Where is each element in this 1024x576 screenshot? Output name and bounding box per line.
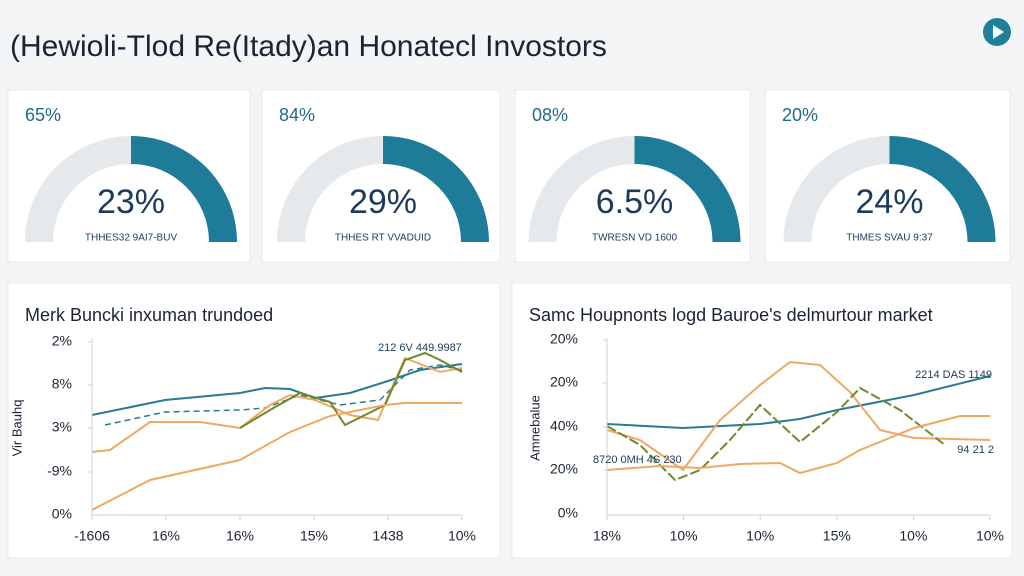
gauge-track bbox=[528, 136, 635, 242]
x-tick-label: 15% bbox=[823, 528, 851, 544]
card-label: 65% bbox=[25, 105, 61, 125]
y-tick-label: 20% bbox=[550, 461, 578, 477]
panel bbox=[511, 282, 1013, 559]
gauge-track bbox=[277, 136, 383, 242]
panel-title: Merk Buncki inxuman trundoed bbox=[25, 305, 273, 325]
cards: 65% 23% THHES32 9AI7-BUV 84% 29% THHES RT VVA… bbox=[7, 89, 1011, 263]
x-tick-label: 16% bbox=[226, 528, 254, 544]
x-tick-label: 10% bbox=[976, 528, 1004, 544]
card-caption: THHES RT VVADUID bbox=[335, 233, 431, 244]
x-tick-label: 10% bbox=[746, 528, 774, 544]
y-tick-label: 2% bbox=[52, 333, 72, 349]
annotation: 2214 DAS 1149 bbox=[915, 369, 992, 381]
x-tick-label: -1606 bbox=[74, 528, 110, 544]
line bbox=[606, 375, 991, 430]
x-tick-label: 10% bbox=[899, 528, 927, 544]
gauge-track bbox=[25, 136, 131, 242]
panels: Merk Buncki inxuman trundoed2%8%3%-9%0%-… bbox=[7, 282, 1013, 559]
card-value: 24% bbox=[855, 183, 923, 221]
line bbox=[606, 386, 946, 482]
page-title: (Hewioli-Tlod Re(Itady)an Honatecl Invos… bbox=[10, 30, 607, 63]
card-label: 84% bbox=[279, 105, 315, 125]
card-caption: THMES SVAU 9:37 bbox=[846, 233, 933, 244]
line bbox=[606, 415, 990, 475]
line bbox=[91, 356, 463, 453]
y-axis-label: Vir Bauhq bbox=[9, 400, 24, 457]
x-tick-label: 1438 bbox=[372, 528, 403, 544]
x-tick-label: 15% bbox=[300, 528, 328, 544]
annotation: 212 6V 449.9987 bbox=[378, 342, 462, 354]
y-tick-label: -9% bbox=[47, 463, 72, 479]
play-icon[interactable] bbox=[993, 25, 1004, 39]
x-tick-label: 16% bbox=[152, 528, 180, 544]
card-label: 20% bbox=[782, 105, 818, 125]
y-tick-label: 20% bbox=[550, 374, 578, 390]
y-tick-label: 0% bbox=[558, 505, 578, 521]
gauge-fill bbox=[131, 136, 237, 242]
line bbox=[91, 402, 462, 511]
line bbox=[239, 351, 463, 429]
card-value: 29% bbox=[349, 183, 417, 221]
card-caption: THHES32 9AI7-BUV bbox=[85, 233, 178, 244]
card-label: 08% bbox=[532, 105, 568, 125]
play-button[interactable] bbox=[983, 18, 1011, 46]
y-tick-label: 0% bbox=[52, 506, 72, 522]
gauge-fill bbox=[383, 136, 489, 242]
annotation: 8720 0MH 4S 230 bbox=[593, 454, 682, 466]
y-tick-label: 8% bbox=[52, 376, 72, 392]
gauge-fill bbox=[634, 136, 741, 242]
y-axis-label: Amnebalue bbox=[527, 395, 542, 461]
y-tick-label: 40% bbox=[550, 418, 578, 434]
x-tick-label: 10% bbox=[670, 528, 698, 544]
annotation: 94 21 2 bbox=[957, 444, 994, 456]
card-caption: TWRESN VD 1600 bbox=[592, 233, 677, 244]
gauge-track bbox=[783, 136, 890, 242]
y-tick-label: 3% bbox=[52, 419, 72, 435]
x-tick-label: 18% bbox=[593, 528, 621, 544]
gauge-fill bbox=[889, 136, 996, 242]
panel-title: Samc Houpnonts logd Bauroe's delmurtour … bbox=[529, 305, 933, 325]
x-tick-label: 10% bbox=[448, 528, 476, 544]
line bbox=[606, 360, 991, 472]
card-value: 6.5% bbox=[596, 183, 674, 221]
y-tick-label: 20% bbox=[550, 331, 578, 347]
card-value: 23% bbox=[97, 183, 165, 221]
